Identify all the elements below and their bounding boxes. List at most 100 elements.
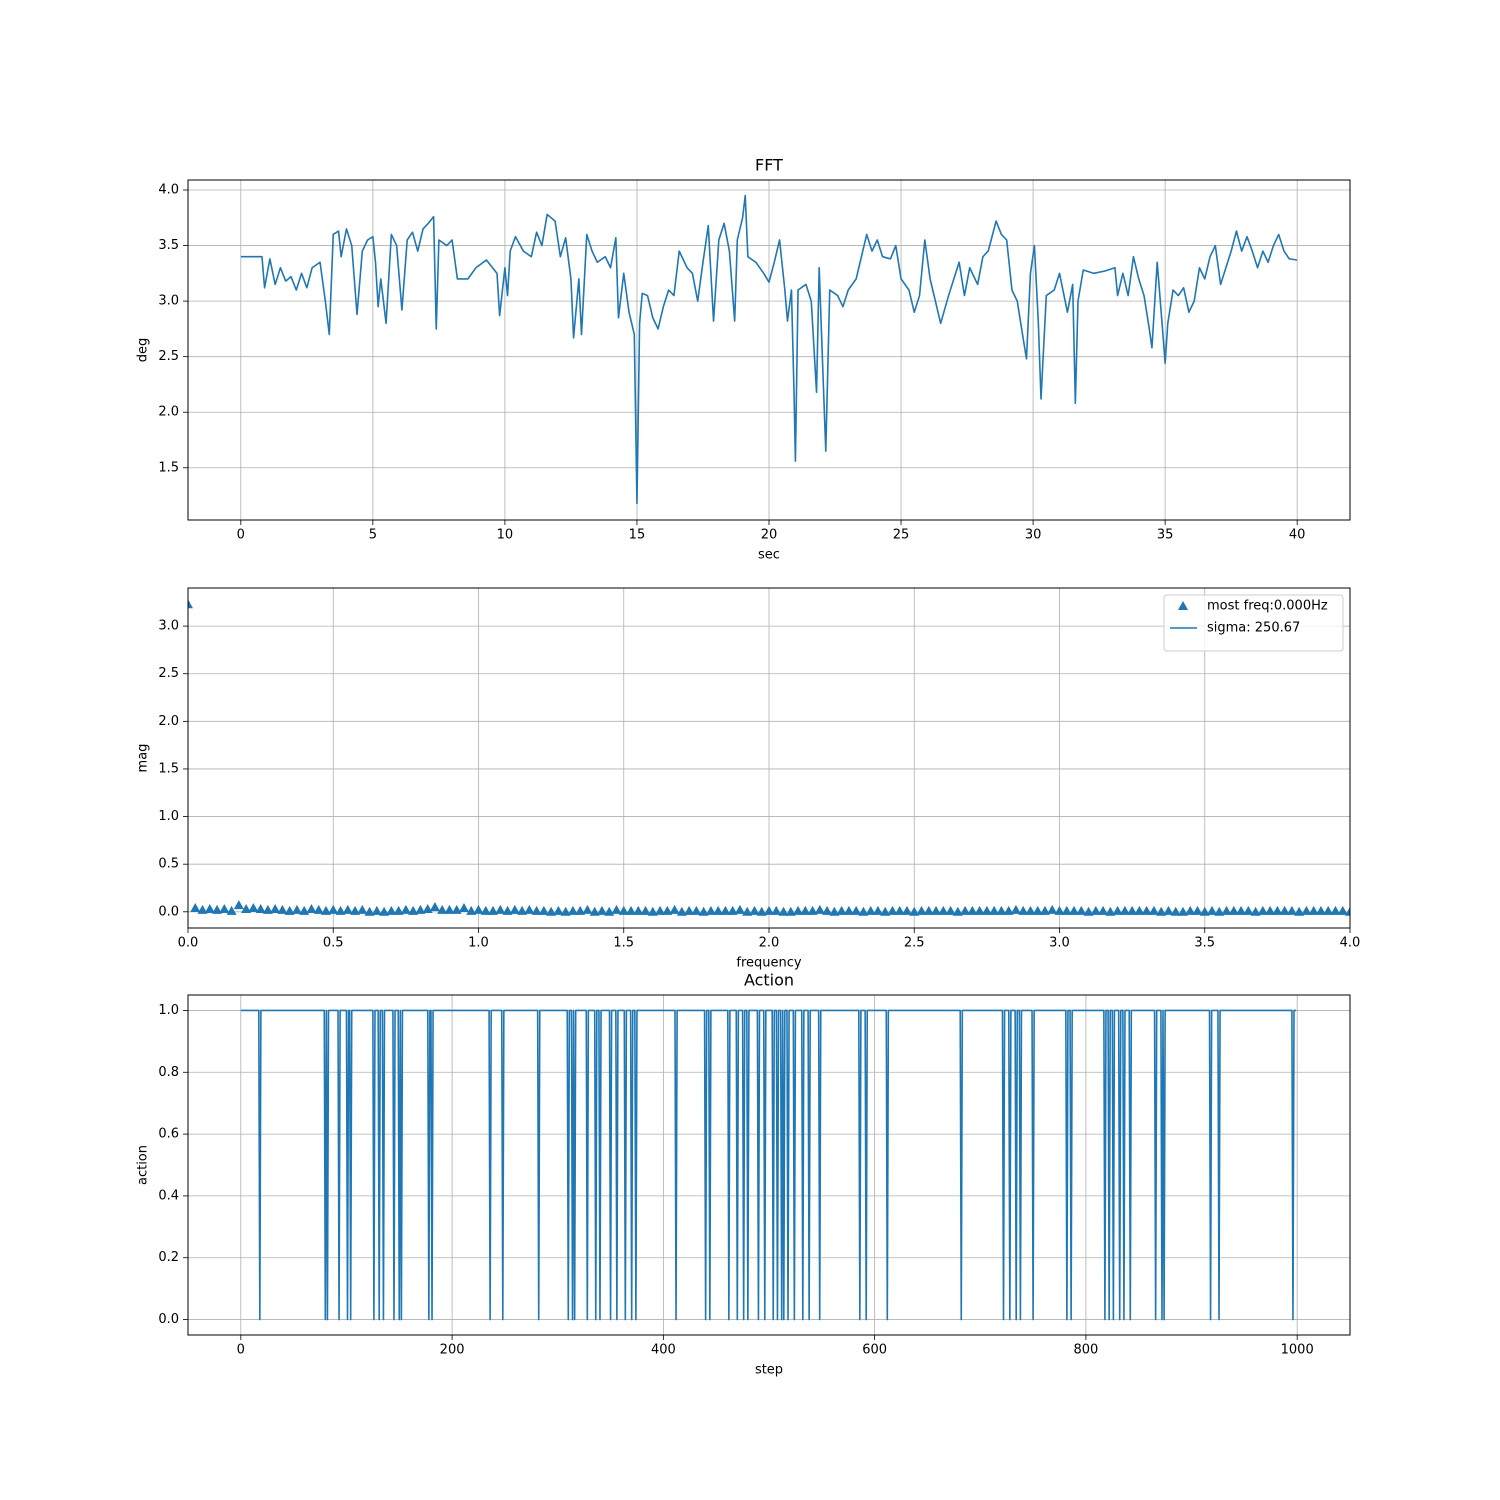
marker bbox=[386, 905, 397, 915]
marker bbox=[415, 904, 426, 914]
x-tick-label: 30 bbox=[1025, 528, 1042, 543]
marker bbox=[829, 906, 840, 916]
marker bbox=[967, 905, 978, 915]
marker bbox=[1090, 905, 1101, 915]
x-tick-label: 25 bbox=[893, 528, 910, 543]
x-tick-label: 1000 bbox=[1281, 1343, 1314, 1358]
chart-title: Action bbox=[744, 971, 794, 990]
marker bbox=[1345, 906, 1350, 916]
x-tick-label: 2.0 bbox=[759, 936, 780, 951]
marker bbox=[1330, 905, 1341, 915]
x-tick-label: 0 bbox=[237, 528, 245, 543]
x-axis-label: step bbox=[755, 1363, 783, 1378]
y-tick-label: 0.2 bbox=[158, 1250, 179, 1265]
marker bbox=[444, 904, 455, 914]
marker bbox=[335, 905, 346, 915]
marker bbox=[350, 905, 361, 915]
marker bbox=[219, 903, 230, 913]
y-tick-label: 0.5 bbox=[158, 857, 179, 872]
axes-frame bbox=[187, 587, 1351, 929]
marker bbox=[1112, 905, 1123, 915]
marker bbox=[466, 905, 477, 915]
marker bbox=[814, 904, 825, 914]
marker bbox=[320, 905, 331, 915]
marker bbox=[938, 905, 949, 915]
marker bbox=[901, 905, 912, 915]
marker bbox=[684, 905, 695, 915]
marker bbox=[1323, 905, 1334, 915]
marker bbox=[1199, 906, 1210, 916]
marker bbox=[357, 904, 368, 914]
marker bbox=[1127, 905, 1138, 915]
marker bbox=[691, 905, 702, 915]
y-tick-label: 0.0 bbox=[158, 904, 179, 919]
marker bbox=[458, 903, 469, 912]
marker bbox=[517, 905, 528, 915]
marker bbox=[1207, 905, 1218, 915]
marker bbox=[1054, 905, 1065, 915]
data-line bbox=[240, 194, 1298, 505]
marker bbox=[241, 903, 252, 913]
data-line bbox=[240, 1009, 1297, 1321]
y-tick-label: 1.5 bbox=[158, 761, 179, 776]
marker bbox=[1221, 905, 1232, 915]
marker bbox=[575, 905, 586, 915]
marker bbox=[894, 905, 905, 915]
marker bbox=[473, 904, 484, 914]
marker bbox=[1018, 905, 1029, 915]
marker bbox=[669, 904, 680, 914]
marker bbox=[509, 904, 520, 914]
marker bbox=[429, 902, 440, 912]
marker bbox=[1279, 905, 1290, 915]
marker bbox=[996, 905, 1007, 915]
x-axis-label: sec bbox=[758, 548, 780, 563]
legend-box bbox=[1163, 594, 1344, 652]
x-tick-label: 4.0 bbox=[1340, 936, 1361, 951]
y-tick-label: 2.5 bbox=[158, 666, 179, 681]
marker bbox=[233, 900, 244, 910]
x-tick-label: 15 bbox=[629, 528, 646, 543]
y-tick-label: 2.5 bbox=[158, 349, 179, 364]
marker bbox=[836, 905, 847, 915]
x-tick-label: 5 bbox=[369, 528, 377, 543]
y-tick-label: 0.8 bbox=[158, 1065, 179, 1080]
plot-area bbox=[188, 599, 1350, 916]
marker bbox=[364, 906, 375, 916]
marker bbox=[1265, 905, 1276, 915]
marker bbox=[633, 905, 644, 915]
marker bbox=[255, 903, 266, 913]
marker bbox=[212, 904, 223, 914]
plot-area bbox=[240, 194, 1298, 505]
marker bbox=[764, 905, 774, 915]
marker bbox=[713, 905, 724, 915]
marker bbox=[1069, 905, 1080, 915]
marker bbox=[887, 905, 898, 915]
marker bbox=[538, 905, 549, 915]
marker bbox=[1192, 905, 1203, 915]
x-tick-label: 800 bbox=[1073, 1343, 1098, 1358]
marker bbox=[306, 903, 317, 913]
marker bbox=[1141, 905, 1152, 915]
marker bbox=[1025, 905, 1036, 915]
marker bbox=[1098, 905, 1109, 915]
marker bbox=[843, 905, 854, 915]
y-tick-label: 0.6 bbox=[158, 1127, 179, 1142]
marker bbox=[1185, 905, 1196, 915]
marker bbox=[872, 905, 883, 915]
y-tick-label: 1.0 bbox=[158, 1003, 179, 1018]
marker bbox=[204, 903, 215, 913]
marker bbox=[188, 599, 193, 609]
marker bbox=[662, 905, 673, 915]
marker bbox=[807, 905, 818, 915]
marker bbox=[1286, 905, 1297, 915]
y-tick-label: 3.5 bbox=[158, 238, 179, 253]
marker bbox=[1003, 905, 1014, 915]
marker bbox=[851, 905, 862, 915]
marker bbox=[640, 905, 651, 915]
marker bbox=[567, 905, 578, 915]
marker bbox=[1170, 906, 1181, 916]
marker bbox=[960, 905, 971, 915]
y-tick-label: 0.0 bbox=[158, 1312, 179, 1327]
legend-marker bbox=[1178, 601, 1188, 610]
